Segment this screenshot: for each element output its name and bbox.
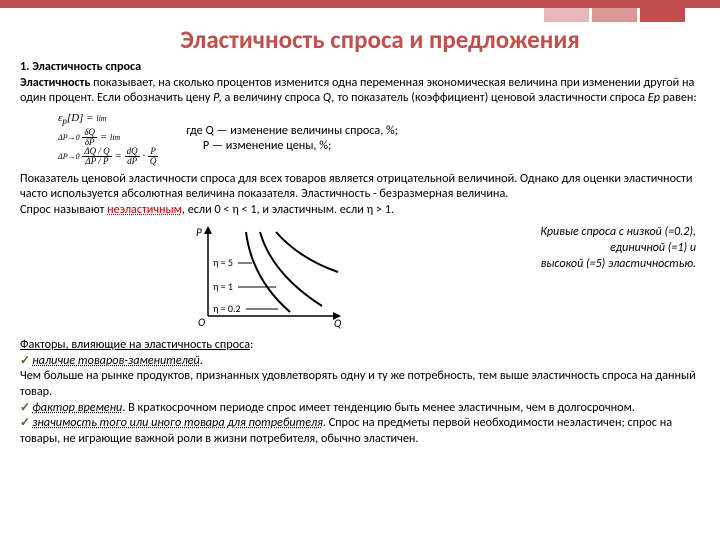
top-border bbox=[0, 0, 720, 8]
block-mid bbox=[592, 8, 637, 22]
formula-row: εp[D] = limΔP→0 δQδP = limΔP→0 ΔQ / QΔP … bbox=[20, 109, 700, 168]
decoration-blocks bbox=[544, 8, 685, 22]
factor-1-text: Чем больше на рынке продуктов, признанны… bbox=[20, 368, 700, 399]
graph-row: P O Q η = 5 η = 1 η = 0.2 bbox=[20, 224, 700, 334]
svg-text:η = 0.2: η = 0.2 bbox=[213, 302, 241, 315]
svg-text:Q: Q bbox=[334, 317, 342, 329]
factor-2: ✓фактор времени. В краткосрочном периоде… bbox=[20, 400, 700, 416]
paragraph-2: Показатель ценовой эластичности спроса д… bbox=[20, 171, 700, 202]
term-elasticity: Эластичность bbox=[20, 75, 90, 90]
svg-text:η = 1: η = 1 bbox=[213, 280, 233, 293]
paragraph-3: Спрос называют неэластичным, если 0 < η … bbox=[20, 202, 700, 218]
demand-curves-chart: P O Q η = 5 η = 1 η = 0.2 bbox=[190, 224, 345, 334]
section-1-heading: 1. Эластичность спроса bbox=[20, 59, 700, 75]
svg-text:η = 5: η = 5 bbox=[213, 256, 233, 269]
check-icon: ✓ bbox=[20, 353, 30, 368]
factor-1: ✓наличие товаров-заменителей. bbox=[20, 353, 700, 369]
chart-caption: Кривые спроса с низкой (=0.2), единичной… bbox=[357, 224, 700, 273]
chart-svg: P O Q η = 5 η = 1 η = 0.2 bbox=[190, 224, 345, 329]
page-title: Эластичность спроса и предложения bbox=[60, 24, 700, 55]
term-inelastic: неэластичным bbox=[107, 202, 182, 217]
svg-text:O: O bbox=[198, 316, 205, 329]
block-dark bbox=[640, 8, 685, 22]
intro-paragraph: Эластичность показывает, на сколько проц… bbox=[20, 75, 700, 106]
formula-elasticity: εp[D] = limΔP→0 δQδP = limΔP→0 ΔQ / QΔP … bbox=[54, 109, 162, 168]
svg-text:P: P bbox=[196, 226, 202, 239]
check-icon: ✓ bbox=[20, 400, 30, 415]
check-icon: ✓ bbox=[20, 415, 30, 430]
formula-legend: где Q — изменение величины спроса, %; Р … bbox=[186, 123, 398, 154]
page-content: Эластичность спроса и предложения 1. Эла… bbox=[0, 0, 720, 456]
body: 1. Эластичность спроса Эластичность пока… bbox=[20, 59, 700, 446]
block-light bbox=[544, 8, 589, 22]
factors-heading: Факторы, влияющие на эластичность спроса… bbox=[20, 337, 700, 353]
factor-3: ✓значимость того или иного товара для по… bbox=[20, 415, 700, 446]
